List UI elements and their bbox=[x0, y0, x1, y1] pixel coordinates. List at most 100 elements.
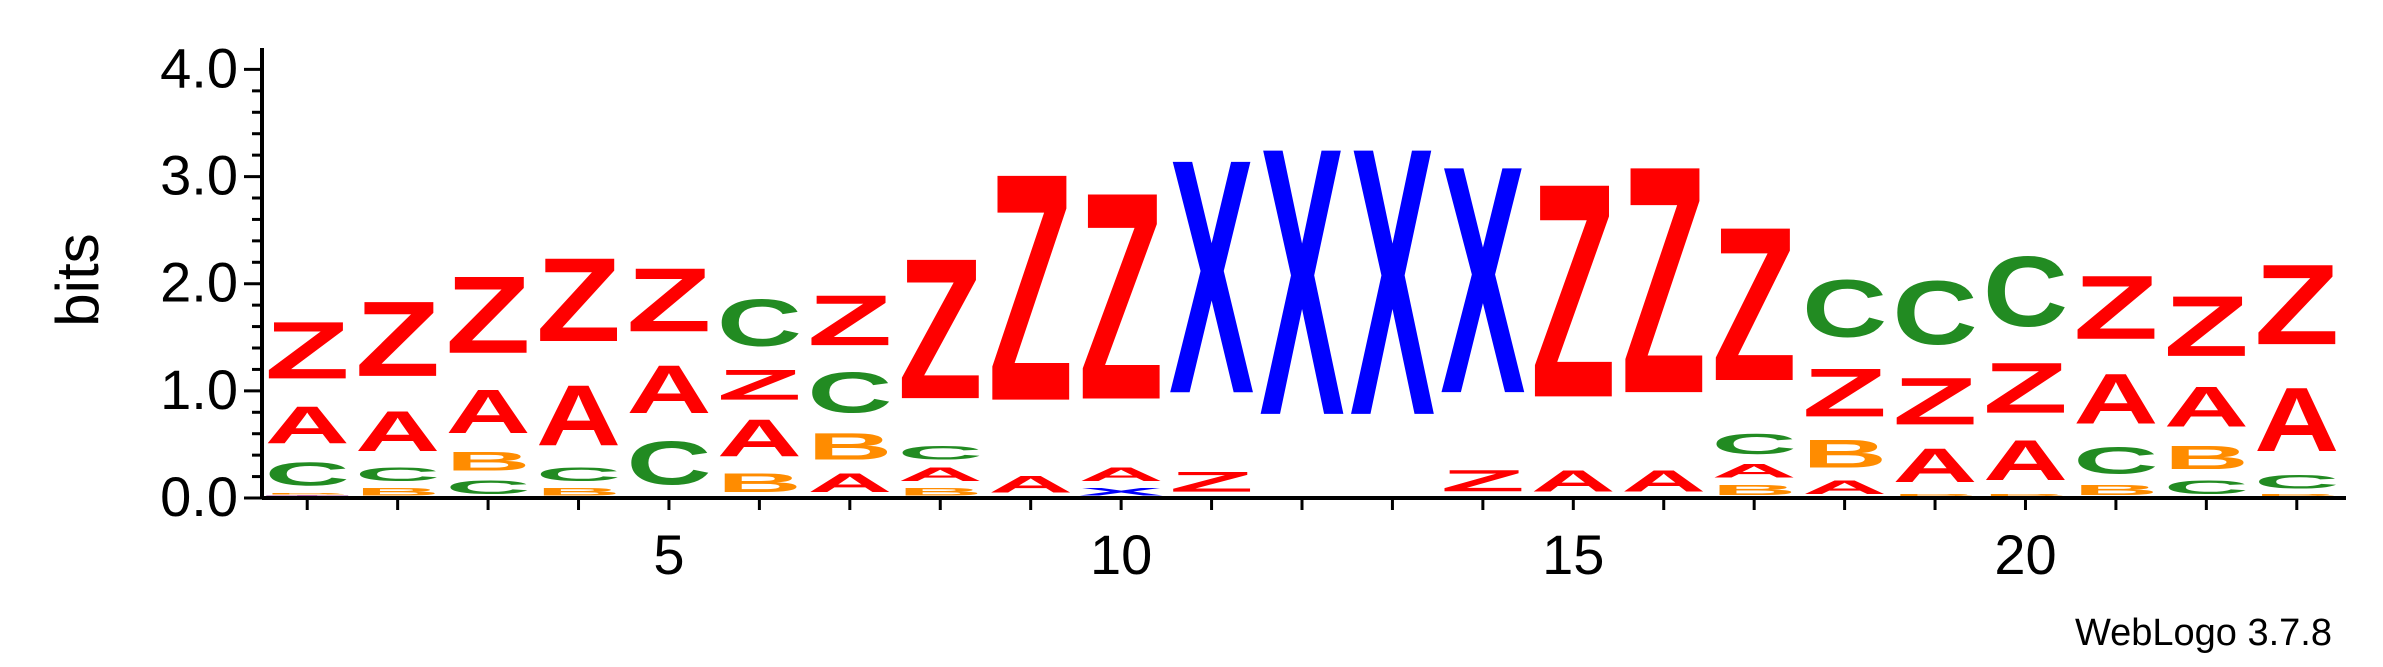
logo-letter-Z: Z bbox=[1440, 464, 1525, 498]
logo-letter-X: X bbox=[1079, 485, 1164, 498]
logo-letter-B: B bbox=[898, 485, 983, 498]
logo-letter-C: C bbox=[1983, 236, 2068, 348]
logo-letter-Z: Z bbox=[1531, 121, 1616, 462]
logo-letter-A: A bbox=[1531, 464, 1616, 498]
logo-column-16: AZ bbox=[1621, 100, 1706, 498]
logo-letter-X: X bbox=[1440, 99, 1525, 462]
logo-column-9: AZ bbox=[988, 107, 1073, 498]
logo-letter-C: C bbox=[2073, 439, 2158, 482]
logo-letter-A: A bbox=[446, 377, 531, 446]
logo-letter-B: B bbox=[265, 493, 350, 495]
logo-letter-B: B bbox=[355, 485, 440, 498]
x-tick-label: 15 bbox=[1542, 523, 1604, 586]
logo-letter-Z: Z bbox=[898, 217, 983, 441]
logo-letter-C: C bbox=[1802, 263, 1887, 354]
y-tick-label: 1.0 bbox=[160, 358, 238, 421]
x-tick-label: 20 bbox=[1994, 523, 2056, 586]
logo-letter-C: C bbox=[265, 455, 350, 492]
logo-letter-A: A bbox=[626, 352, 711, 428]
logo-letter-C: C bbox=[1893, 263, 1978, 364]
logo-letter-Z: Z bbox=[1712, 182, 1797, 428]
logo-letter-Z: Z bbox=[2254, 242, 2339, 370]
logo-letter-X: X bbox=[1350, 69, 1436, 496]
x-tick-label: 5 bbox=[653, 523, 684, 586]
logo-letter-A: A bbox=[265, 396, 350, 455]
logo-letter-C: C bbox=[807, 360, 892, 424]
logo-letter-C: C bbox=[898, 442, 983, 463]
logo-letter-A: A bbox=[1893, 440, 1978, 493]
logo-letter-Z: Z bbox=[1983, 348, 2068, 428]
logo-letter-Z: Z bbox=[717, 361, 802, 409]
logo-letter-A: A bbox=[1079, 464, 1164, 485]
logo-letter-C: C bbox=[446, 477, 531, 498]
logo-letter-A: A bbox=[536, 367, 621, 463]
logo-letter-A: A bbox=[1983, 428, 2068, 492]
logo-column-12: X bbox=[1259, 69, 1345, 496]
y-tick-label: 3.0 bbox=[160, 144, 238, 207]
logo-letter-Z: Z bbox=[536, 234, 621, 367]
y-tick-label: 2.0 bbox=[160, 251, 238, 314]
logo-letter-Z: Z bbox=[446, 253, 531, 377]
logo-letter-A: A bbox=[1712, 460, 1797, 481]
logo-letter-B: B bbox=[1712, 482, 1797, 498]
logo-column-10: XAZ bbox=[1079, 131, 1164, 498]
logo-letter-Z: Z bbox=[2164, 278, 2249, 375]
logo-column-1: TBCAZ bbox=[265, 306, 350, 498]
x-tick-label: 10 bbox=[1090, 523, 1152, 586]
logo-letter-A: A bbox=[807, 468, 892, 498]
logo-letter-Z: Z bbox=[265, 306, 350, 397]
logo-letter-B: B bbox=[807, 425, 892, 468]
logo-letter-B: B bbox=[1802, 431, 1887, 476]
logo-letter-Z: Z bbox=[1893, 364, 1978, 439]
logo-letter-B: B bbox=[1893, 493, 1978, 498]
logo-letter-Z: Z bbox=[988, 107, 1073, 470]
logo-letter-A: A bbox=[1802, 477, 1887, 498]
logo-letter-A: A bbox=[2164, 374, 2249, 438]
logo-column-13: X bbox=[1350, 69, 1436, 496]
logo-letter-A: A bbox=[2073, 359, 2158, 439]
logo-letter-Z: Z bbox=[807, 281, 892, 361]
logo-letter-C: C bbox=[2254, 471, 2339, 492]
logo-letter-B: B bbox=[717, 468, 802, 498]
logo-letter-Z: Z bbox=[2073, 257, 2158, 358]
logo-letter-Z: Z bbox=[1079, 131, 1164, 463]
logo-letter-Z: Z bbox=[1802, 355, 1887, 432]
logo-letter-B: B bbox=[446, 447, 531, 477]
logo-letters: TBCAZBCAZCBAZBCAZCAZBAZCABCZBACZAZXAZZXX… bbox=[265, 69, 2340, 498]
logo-letter-C: C bbox=[717, 286, 802, 361]
logo-letter-C: C bbox=[626, 428, 711, 497]
logo-letter-Z: Z bbox=[626, 249, 711, 350]
logo-letter-B: B bbox=[1983, 493, 2068, 498]
weblogo-credit: WebLogo 3.7.8 bbox=[2075, 612, 2332, 654]
logo-letter-Z: Z bbox=[1169, 466, 1254, 498]
logo-letter-X: X bbox=[1259, 69, 1345, 496]
logo-letter-B: B bbox=[2254, 493, 2339, 498]
logo-letter-C: C bbox=[355, 464, 440, 485]
logo-letter-A: A bbox=[717, 409, 802, 468]
logo-column-15: AZ bbox=[1531, 121, 1616, 498]
logo-letter-A: A bbox=[898, 464, 983, 485]
logo-letter-Z: Z bbox=[355, 280, 440, 399]
logo-letter-B: B bbox=[2164, 439, 2249, 476]
logo-column-14: ZX bbox=[1440, 99, 1525, 498]
logo-letter-B: B bbox=[2073, 482, 2158, 498]
y-tick-label: 4.0 bbox=[160, 36, 238, 99]
logo-letter-Z: Z bbox=[1621, 100, 1706, 463]
logo-letter-B: B bbox=[536, 485, 621, 498]
logo-axes: 0.0 1.0 2.0 3.0 4.0 5 10 15 20 bbox=[160, 36, 2346, 586]
logo-letter-A: A bbox=[1621, 464, 1706, 498]
